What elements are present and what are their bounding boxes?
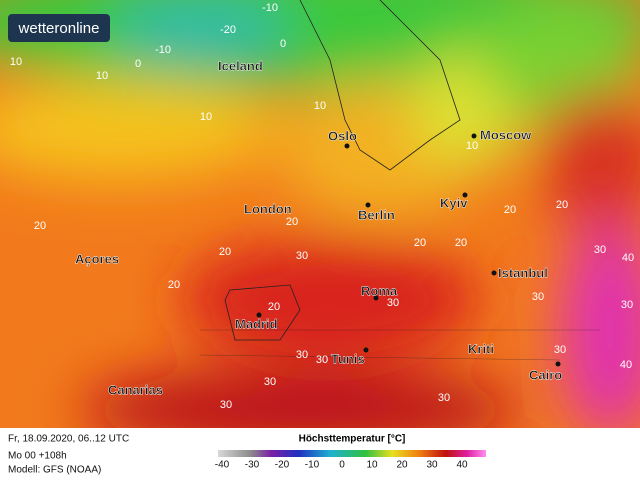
contour-label: 20 [414,237,426,249]
contour-label: 30 [438,392,450,404]
colorbar-tick-label: -40 [215,460,230,471]
contour-label: 10 [466,140,478,152]
city-dot [363,347,369,353]
city-label: Kriti [468,341,494,356]
contour-label: -10 [155,44,171,56]
contour-label: 10 [314,100,326,112]
contour-label: 20 [455,237,467,249]
city-dot [373,295,379,301]
city-label: Berlin [358,207,395,222]
city-label: Madrid [235,316,278,331]
contour-label: -20 [220,24,236,36]
contour-label: 0 [280,38,286,50]
contour-label: 20 [168,279,180,291]
colorbar-tick-label: 0 [339,460,345,471]
contour-label: 0 [135,58,141,70]
contour-label: 10 [200,111,212,123]
colorbar-tick-label: 30 [426,460,438,471]
contour-label: 10 [10,56,22,68]
coastline [224,284,301,341]
city-label: Açores [75,251,119,266]
colorbar-tick-label: 20 [396,460,408,471]
footer-date: Fr, 18.09.2020, 06..12 UTC [8,434,129,445]
contour-label: 30 [264,376,276,388]
city-dot [256,312,262,318]
city-label: Canarias [108,382,163,397]
footer-run: Mo 00 +108h [8,451,67,462]
city-label: Oslo [328,128,357,143]
contour-label: 30 [220,399,232,411]
logo: wetteronline [8,14,110,42]
city-dot [491,270,497,276]
contour-label: 30 [621,299,633,311]
contour-label: 20 [556,199,568,211]
city-dot [555,361,561,367]
colorbar [218,450,486,457]
contour-label: 20 [504,204,516,216]
city-label: Istanbul [498,265,548,280]
city-dot [462,192,468,198]
contour-label: 40 [622,252,634,264]
city-dot [344,143,350,149]
city-label: Kyiv [440,195,468,210]
temperature-field [0,0,640,428]
contour-label: 20 [286,216,298,228]
contour-label: 30 [594,244,606,256]
colorbar-tick-label: -30 [245,460,260,471]
city-label: Tunis [331,351,365,366]
contour-label: 40 [620,359,632,371]
footer-model: Modell: GFS (NOAA) [8,465,101,476]
coastline [299,0,461,171]
colorbar-tick-label: 40 [456,460,468,471]
city-label: Roma [361,283,398,298]
contour-label: 30 [316,354,328,366]
city-dot [471,133,477,139]
city-label: Iceland [218,58,263,73]
contour-label: 30 [296,250,308,262]
colorbar-tick-label: 10 [366,460,378,471]
contour-label: 30 [296,349,308,361]
city-label: Cairo [529,367,562,382]
coastline [199,329,600,361]
contour-label: 10 [96,70,108,82]
contour-label: 20 [268,301,280,313]
city-dot [365,202,371,208]
contour-label: -10 [262,2,278,14]
colorbar-tick-label: -10 [305,460,320,471]
city-label: London [244,201,292,216]
contour-label: 20 [34,220,46,232]
contour-label: 30 [554,344,566,356]
colorbar-tick-label: -20 [275,460,290,471]
city-label: Moscow [480,127,532,142]
colorbar-title: Höchsttemperatur [°C] [299,434,406,445]
contour-label: 20 [219,246,231,258]
contour-label: 30 [387,297,399,309]
logo-text: wetteronline [18,20,100,37]
contour-label: 30 [532,291,544,303]
